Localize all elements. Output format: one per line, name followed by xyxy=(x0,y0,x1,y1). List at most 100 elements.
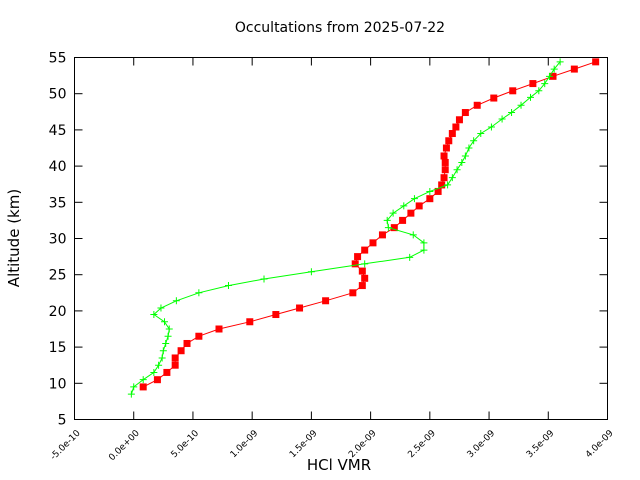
x-tick-label: -5.0e-10 xyxy=(49,428,83,462)
data-point xyxy=(453,166,461,174)
data-point xyxy=(545,72,553,80)
data-point xyxy=(570,65,578,73)
x-tick-label: 4.0e-09 xyxy=(584,428,616,460)
data-point xyxy=(361,274,369,282)
y-tick-label: 35 xyxy=(49,195,67,211)
data-point xyxy=(224,282,232,290)
data-point xyxy=(461,152,469,160)
x-tick-label: 0.0e+00 xyxy=(107,428,142,463)
data-point xyxy=(420,239,428,247)
data-point xyxy=(165,325,173,333)
data-point xyxy=(150,368,158,376)
data-point xyxy=(442,144,450,152)
data-point xyxy=(535,87,543,95)
data-point xyxy=(448,130,456,138)
plot-frame xyxy=(74,57,608,420)
series-2 xyxy=(127,58,564,398)
data-point xyxy=(272,311,280,319)
data-point xyxy=(361,260,369,268)
data-point xyxy=(541,80,549,88)
data-point xyxy=(246,318,254,326)
data-point xyxy=(351,260,359,268)
data-point xyxy=(444,181,452,189)
y-tick-label: 5 xyxy=(58,413,67,429)
data-point xyxy=(322,297,330,305)
data-point xyxy=(163,368,171,376)
data-point xyxy=(434,187,442,195)
data-point xyxy=(549,72,557,80)
data-point xyxy=(441,166,449,174)
data-point xyxy=(461,109,469,117)
data-point xyxy=(487,123,495,131)
data-point xyxy=(195,332,203,340)
data-point xyxy=(369,239,377,247)
y-axis-label: Altitude (km) xyxy=(5,189,23,287)
data-point xyxy=(556,58,564,66)
data-point xyxy=(498,115,506,123)
data-point xyxy=(130,383,138,391)
data-point xyxy=(177,347,185,355)
data-point xyxy=(153,376,161,384)
data-point xyxy=(441,158,449,166)
data-point xyxy=(161,318,169,326)
data-point xyxy=(592,58,600,66)
x-axis-label: HCl VMR xyxy=(307,456,371,474)
x-tick-label: 3.0e-09 xyxy=(466,428,498,460)
data-point xyxy=(517,101,525,109)
y-tick-label: 10 xyxy=(49,376,67,392)
data-point xyxy=(399,216,407,224)
data-point xyxy=(407,209,415,217)
data-point xyxy=(409,231,417,239)
data-point xyxy=(164,332,172,340)
data-point xyxy=(477,130,485,138)
data-point xyxy=(195,289,203,297)
data-point xyxy=(390,224,398,232)
data-point xyxy=(426,187,434,195)
data-point xyxy=(490,94,498,102)
data-point xyxy=(172,297,180,305)
axis-ticks: 5 10 15 20 25 30 35 40 45 50 55 -5.0e-10 0.0e+00 5.0e… xyxy=(49,51,616,464)
chart-title: Occultations from 2025-07-22 xyxy=(235,20,445,36)
y-tick-label: 55 xyxy=(49,51,67,67)
y-tick-label: 45 xyxy=(49,123,67,139)
y-tick-label: 20 xyxy=(49,304,67,320)
series-line xyxy=(130,61,561,395)
data-point xyxy=(415,202,423,210)
series-layer xyxy=(127,58,600,398)
data-point xyxy=(440,174,448,182)
data-point xyxy=(378,231,386,239)
data-point xyxy=(158,354,166,362)
data-point xyxy=(157,304,165,312)
data-point xyxy=(354,253,362,261)
data-point xyxy=(296,304,304,312)
data-point xyxy=(307,268,315,276)
data-point xyxy=(426,195,434,203)
data-point xyxy=(139,383,147,391)
y-tick-label: 50 xyxy=(49,87,67,103)
data-point xyxy=(438,181,446,189)
data-point xyxy=(452,123,460,131)
data-point xyxy=(529,80,537,88)
data-point xyxy=(139,376,147,384)
series-1 xyxy=(139,58,600,391)
x-tick-label: 1.0e-09 xyxy=(229,428,261,460)
data-point xyxy=(215,325,223,333)
data-point xyxy=(361,246,369,254)
data-point xyxy=(445,137,453,145)
data-point xyxy=(358,267,366,275)
data-point xyxy=(527,93,535,101)
data-point xyxy=(155,361,163,369)
data-point xyxy=(440,152,448,160)
data-point xyxy=(455,116,463,124)
data-point xyxy=(383,216,391,224)
data-point xyxy=(509,87,517,95)
series-line xyxy=(142,61,596,388)
data-point xyxy=(127,390,135,398)
y-tick-label: 15 xyxy=(49,340,67,356)
data-point xyxy=(162,339,170,347)
data-point xyxy=(473,101,481,109)
data-point xyxy=(150,311,158,319)
data-point xyxy=(260,275,268,283)
data-point xyxy=(358,282,366,290)
